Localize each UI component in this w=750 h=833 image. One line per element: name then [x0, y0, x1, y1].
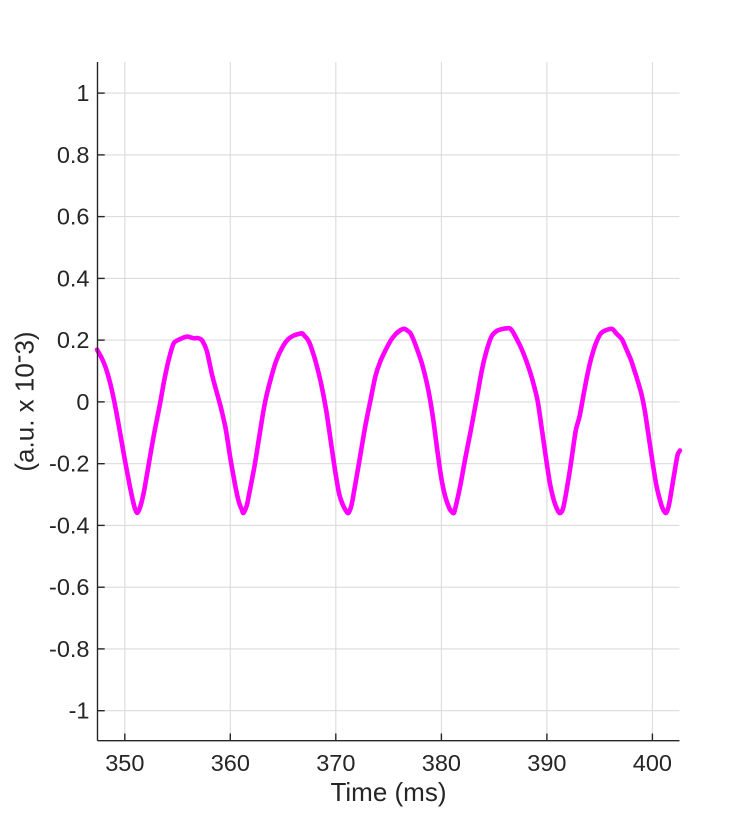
- svg-text:350: 350: [105, 750, 144, 776]
- svg-text:Time (ms): Time (ms): [330, 777, 446, 807]
- svg-text:(a.u. x 10-3): (a.u. x 10-3): [3, 331, 40, 471]
- svg-text:0.4: 0.4: [57, 265, 90, 291]
- svg-text:370: 370: [316, 750, 355, 776]
- svg-text:0.2: 0.2: [57, 327, 90, 353]
- svg-text:0: 0: [76, 389, 89, 415]
- svg-text:360: 360: [211, 750, 250, 776]
- svg-text:380: 380: [422, 750, 461, 776]
- svg-text:-0.2: -0.2: [49, 451, 90, 477]
- svg-text:-1: -1: [69, 698, 90, 724]
- svg-text:0.8: 0.8: [57, 142, 90, 168]
- svg-text:-0.6: -0.6: [49, 574, 90, 600]
- svg-text:-0.4: -0.4: [49, 512, 90, 538]
- svg-text:400: 400: [633, 750, 672, 776]
- svg-text:0.6: 0.6: [57, 204, 90, 230]
- svg-text:390: 390: [527, 750, 566, 776]
- svg-text:-0.8: -0.8: [49, 636, 90, 662]
- svg-text:1: 1: [76, 80, 89, 106]
